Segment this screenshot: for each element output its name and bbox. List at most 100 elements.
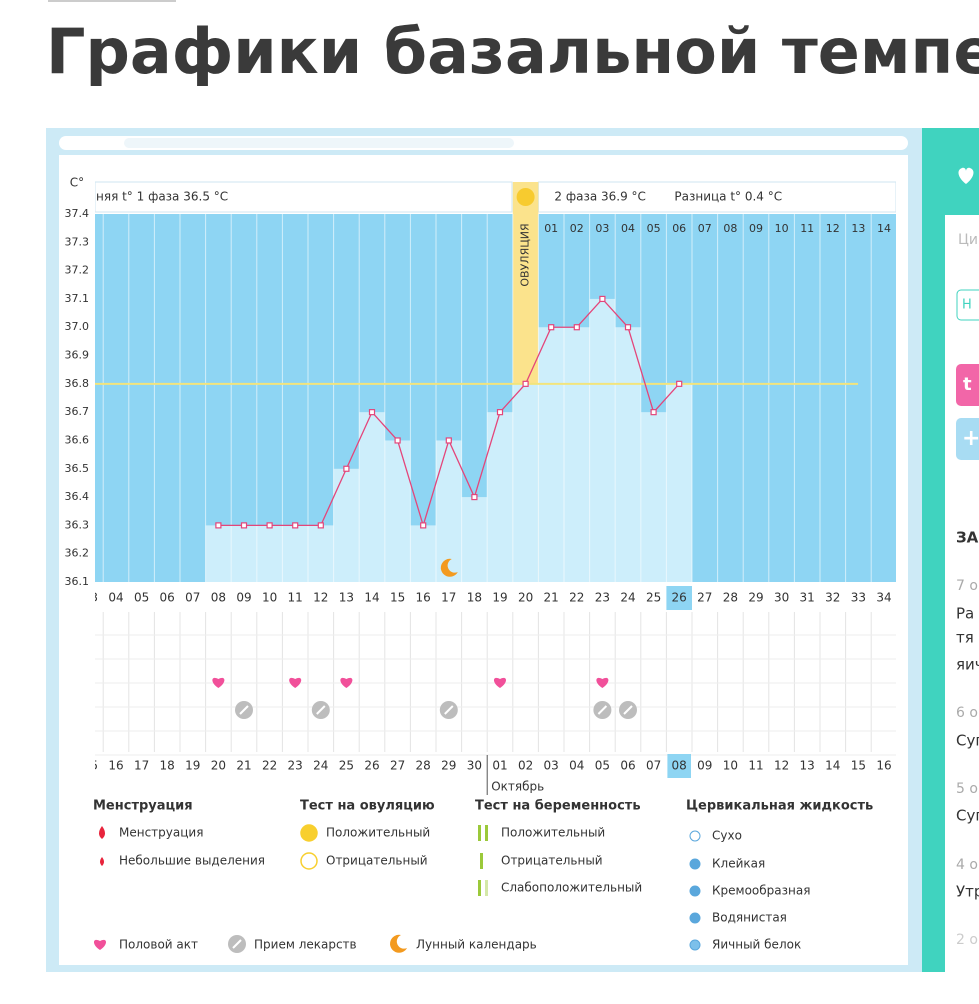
y-tick-label: 37.3 (65, 235, 90, 248)
today-day-highlight (666, 586, 692, 610)
legend-icon (485, 880, 488, 896)
cycle-day-label: 15 (390, 591, 405, 605)
date-label: 08 (672, 759, 687, 773)
cycle-day-label: 11 (288, 591, 303, 605)
legend-icon (689, 939, 701, 951)
legend-item: Прием лекарств (254, 938, 357, 952)
temperature-point[interactable] (522, 380, 529, 387)
cycle-day-label: 32 (825, 591, 840, 605)
cycle-day-label: 16 (416, 591, 431, 605)
date-label: 10 (723, 759, 738, 773)
temperature-point[interactable] (394, 437, 401, 444)
sidebar-button[interactable] (956, 289, 979, 321)
cycle-day-label: 19 (492, 591, 507, 605)
temperature-point[interactable] (471, 493, 478, 501)
cycle-day-label: 08 (211, 591, 226, 605)
legend-icon (480, 853, 483, 869)
y-tick-label: 36.2 (65, 547, 90, 560)
sidebar-text: Н (962, 298, 972, 313)
top-rule (48, 0, 176, 2)
temperature-point[interactable] (317, 522, 324, 529)
sidebar-text: яич (956, 656, 979, 674)
temperature-bar (666, 383, 692, 582)
date-label: 16 (876, 759, 891, 773)
share-button[interactable] (956, 364, 979, 406)
sidebar-text: + (962, 426, 979, 451)
sidebar-text: Утр (956, 883, 979, 901)
intercourse-event (596, 677, 609, 688)
date-label: 07 (646, 759, 661, 773)
pill-stripe (232, 939, 242, 949)
temperature-point[interactable] (420, 522, 427, 529)
temperature-point[interactable] (676, 380, 683, 387)
legend-icon (689, 830, 701, 842)
date-label: 15 (851, 759, 866, 773)
cycle-day-label: 07 (185, 591, 200, 605)
pill-stripe (239, 705, 249, 715)
temperature-point[interactable] (215, 522, 222, 529)
date-label: 29 (441, 759, 456, 773)
cycle-day-label: 12 (313, 591, 328, 605)
cycle-day-label: 17 (441, 591, 456, 605)
temperature-point[interactable] (573, 324, 580, 331)
temperature-point[interactable] (292, 522, 299, 529)
temperature-point[interactable] (624, 324, 632, 331)
favorite-icon[interactable] (958, 167, 974, 184)
cycle-day-label: 18 (467, 591, 482, 605)
cycle-day-label: 25 (646, 591, 661, 605)
sidebar-text: 4 о (956, 857, 978, 873)
post-ovulation-day: 02 (570, 222, 584, 235)
legend-item: Клейкая (712, 857, 765, 871)
legend-icon (689, 858, 701, 870)
chart-outer: Октябрь C° 36.1 36.2 36.3 36.4 36.5 36.6 36.7 36.… (65, 176, 873, 953)
temperature-point[interactable] (599, 295, 606, 303)
date-label: 09 (697, 759, 712, 773)
legend-item: Слабоположительный (501, 881, 642, 895)
y-tick-label: 36.1 (65, 575, 90, 588)
moon-event (440, 558, 458, 577)
temperature-point[interactable] (650, 409, 657, 416)
scroll-thumb[interactable] (124, 138, 514, 148)
temperature-bar (205, 525, 232, 582)
legend-item: Положительный (326, 826, 430, 840)
pill-stripe (444, 705, 454, 715)
legend-group-title: Цервикальная жидкость (686, 799, 873, 814)
temperature-bar (512, 383, 539, 582)
sidebar-text: 6 о (956, 705, 978, 721)
y-unit: C° (70, 176, 84, 190)
temperature-bar (410, 525, 436, 582)
cycle-day-label: 20 (518, 591, 533, 605)
date-label: 14 (825, 759, 840, 773)
post-ovulation-day: 01 (544, 222, 558, 235)
post-ovulation-day: 09 (749, 222, 763, 235)
post-ovulation-day: 03 (595, 222, 609, 235)
add-button[interactable] (956, 418, 979, 460)
temperature-point[interactable] (240, 522, 248, 529)
legend-item: Небольшие выделения (119, 854, 265, 868)
y-tick-label: 36.6 (65, 433, 90, 446)
date-label: 24 (313, 759, 328, 773)
post-ovulation-day: 06 (672, 222, 686, 235)
temperature-point[interactable] (368, 409, 376, 416)
temperature-point[interactable] (496, 409, 504, 416)
temperature-point[interactable] (445, 437, 452, 444)
temperature-point[interactable] (343, 465, 350, 472)
cycle-day-label: 28 (723, 591, 738, 605)
date-label: 03 (544, 759, 559, 773)
cycle-day-label: 34 (876, 591, 891, 605)
temperature-bar (615, 327, 641, 582)
temperature-point[interactable] (266, 522, 273, 529)
legend-group-title: Менструация (93, 799, 193, 814)
date-label: 21 (236, 759, 251, 773)
date-label: 16 (108, 759, 123, 773)
post-ovulation-day: 04 (621, 222, 635, 235)
legend-item: Отрицательный (501, 854, 603, 868)
date-label: 30 (467, 759, 482, 773)
cycle-day-label: 27 (697, 591, 712, 605)
chart-plot: няя t° 1 фаза 36.5 °C 2 фаза 36.9 °C Разни… (95, 181, 896, 778)
temperature-point[interactable] (548, 324, 555, 331)
date-label: 06 (620, 759, 635, 773)
month-label: Октябрь (491, 780, 544, 794)
date-label: 22 (262, 759, 277, 773)
